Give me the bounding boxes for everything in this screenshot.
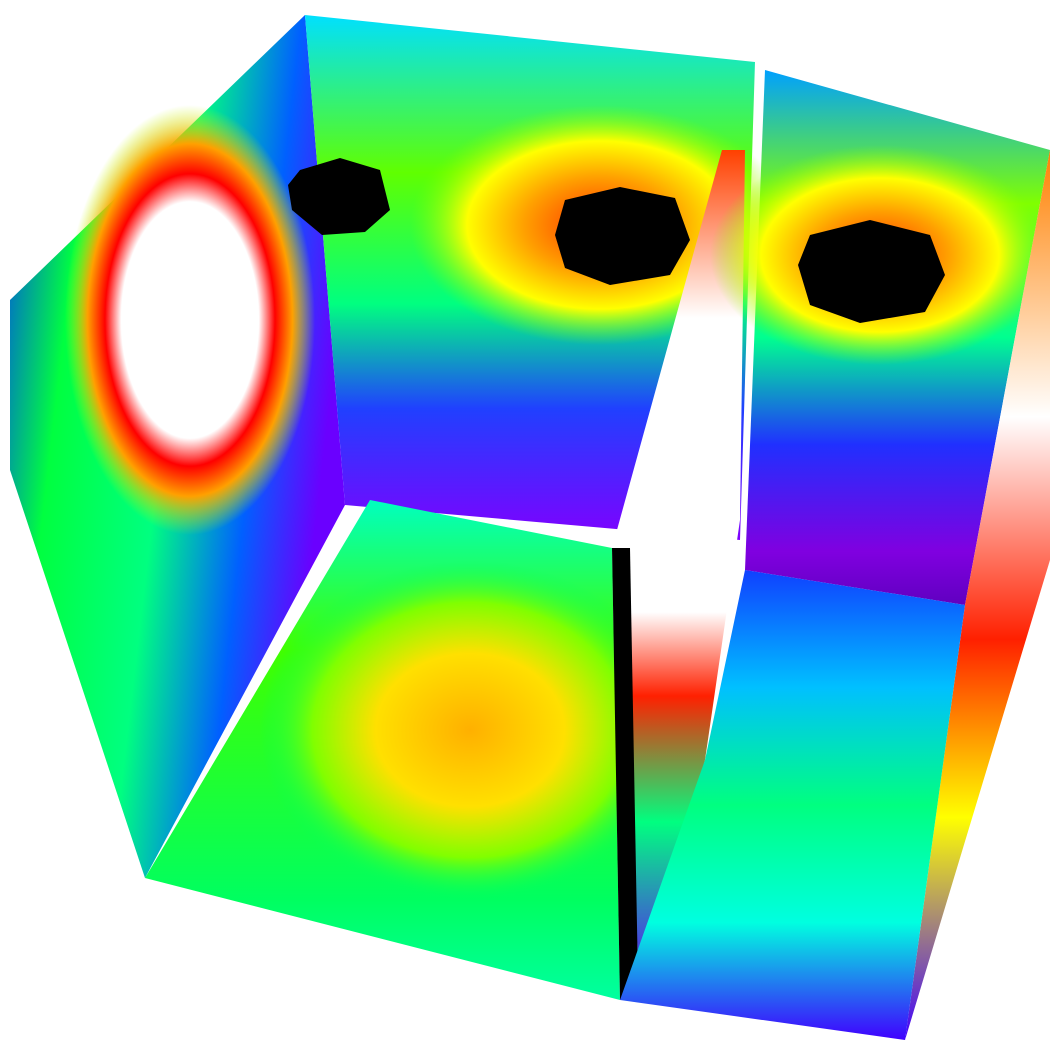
partition-wall	[612, 150, 745, 990]
lamp	[555, 187, 690, 285]
floor-warm-spot	[260, 560, 680, 900]
lamp	[798, 220, 945, 323]
hot-spot	[65, 105, 315, 535]
lamp	[288, 158, 390, 235]
right-wall	[905, 150, 1050, 1040]
right-floor	[620, 570, 965, 1040]
partition-edge	[612, 548, 638, 1000]
